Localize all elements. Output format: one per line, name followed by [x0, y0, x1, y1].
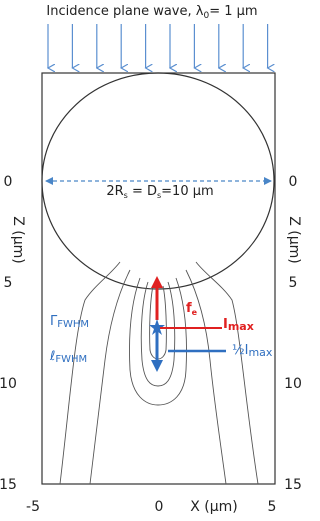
x-tick-label: 0	[155, 499, 164, 515]
z-tick-label: 10	[0, 376, 17, 392]
x-tick-label: -5	[26, 499, 40, 515]
z-tick-label: 15	[0, 477, 17, 493]
x-tick-label: 5	[268, 499, 277, 515]
z-tick-label: 0	[4, 174, 13, 190]
z-label-left: Z (µm)	[10, 216, 26, 264]
figure: Incidence plane wave, λ0= 1 µm 2Rs = Ds=…	[0, 0, 303, 521]
contour	[60, 262, 120, 484]
f-label: fe	[186, 301, 198, 317]
ticks: 0 0 5 5 10 10 15 15 -5 0 5	[0, 174, 302, 515]
z-label-right: Z (µm)	[286, 216, 302, 264]
incident-arrows	[48, 24, 268, 68]
z-tick-label-right: 0	[289, 174, 298, 190]
contour	[186, 270, 226, 484]
z-tick-label-right: 10	[284, 376, 302, 392]
imax-label: Imax	[223, 317, 254, 333]
x-label: X (µm)	[190, 499, 238, 515]
ell-label: ℓFWHM	[49, 349, 87, 365]
half-label: ½Imax	[232, 343, 273, 359]
contour	[196, 262, 258, 484]
contour	[90, 270, 130, 484]
header: Incidence plane wave, λ0= 1 µm	[46, 4, 257, 21]
diameter-label: 2Rs = Ds=10 µm	[106, 184, 213, 200]
contours	[60, 262, 258, 484]
plot-frame	[42, 73, 275, 484]
gamma-label: ΓFWHM	[50, 314, 89, 330]
z-tick-label: 5	[4, 275, 13, 291]
z-tick-label-right: 15	[284, 477, 302, 493]
z-tick-label-right: 5	[289, 275, 298, 291]
